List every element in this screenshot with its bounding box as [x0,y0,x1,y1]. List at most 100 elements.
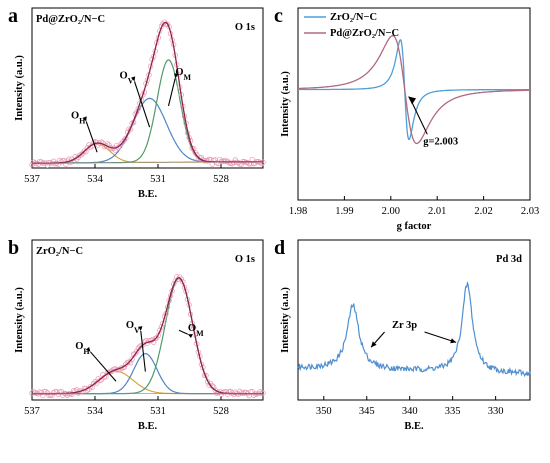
data-point [134,348,140,354]
data-point [121,137,128,143]
x-tick-label: 350 [316,406,332,417]
x-tick-label: 1.98 [289,206,307,217]
x-tick-label: 2.00 [382,206,400,217]
y-axis-label: Intensity (a.u.) [280,287,291,353]
arrow-head [174,73,179,79]
annotation-o-h: OH [71,110,86,125]
panel-letter: b [8,237,19,259]
baseline [32,161,263,164]
x-tick-label: 531 [150,406,166,417]
annotation-arrow [409,98,428,135]
x-tick-label: 534 [87,406,104,417]
data-point [241,389,248,395]
annotation-o-v: OV [120,70,134,85]
annotation-o-m: OM [188,323,204,338]
annotation-o-m-main: O [175,67,183,78]
x-tick-label: 345 [359,406,375,417]
y-axis-label: Intensity (a.u.) [14,55,25,121]
annotation-arrow [167,78,176,107]
annotation-o-m: OM [175,67,191,82]
x-axis-label: g factor [397,221,432,232]
plot-frame [297,7,531,201]
annotation-o-h: OH [75,341,90,356]
x-axis-label: B.E. [138,189,158,200]
arrow-head [82,116,87,122]
arrow-head [408,96,417,105]
annotation-o-v-sub: V [128,76,134,85]
annotation-arrow [140,330,146,372]
panel-letter: c [274,5,283,27]
data-point [134,109,140,115]
x-axis-label: B.E. [404,421,424,432]
data-point [244,159,251,166]
data-point [117,143,123,149]
data-point [50,389,57,396]
x-tick-label: 537 [24,174,40,185]
data-point [194,151,200,158]
x-axis-label: B.E. [138,421,158,432]
annotation-o-v-main: O [126,320,134,331]
x-tick-label: 2.03 [521,206,539,217]
series-line-1 [298,35,530,145]
annotation-o-m-main: O [188,323,196,334]
annotation-o-m-sub: M [184,73,192,82]
data-point [164,21,171,27]
annotation-g-value: g=2.003 [423,136,458,147]
annotation-arrow [85,121,98,153]
annotation-o-h-sub: H [79,116,86,125]
peak-o-m [32,277,263,395]
annotation-arrow [133,81,151,128]
series-line-0 [297,281,531,378]
x-tick-label: 2.01 [428,206,446,217]
annotation-arrow [89,351,117,382]
panel-letter: a [8,5,18,27]
y-axis-label: Intensity (a.u.) [280,71,291,137]
data-point [38,390,44,396]
annotation-o-v: OV [126,320,140,335]
sample-label: ZrO₂/N−C [36,246,83,257]
x-tick-label: 2.02 [474,206,492,217]
data-point [192,150,198,156]
data-point [257,159,263,166]
x-tick-label: 537 [24,406,40,417]
legend-label: Pd@ZrO₂/N−C [330,28,399,39]
x-tick-label: 340 [402,406,418,417]
data-point [129,356,135,362]
data-point [58,159,64,165]
sample-label: Pd@ZrO₂/N−C [36,14,105,25]
annotation-zr-3p: Zr 3p [392,320,417,331]
raw-data-points [29,274,266,399]
x-tick-label: 335 [445,406,461,417]
x-tick-label: 1.99 [335,206,353,217]
peak-o-v [32,352,263,395]
annotation-o-h-main: O [71,110,79,121]
series-line-0 [298,38,530,141]
arrow-head [131,76,136,82]
data-point [155,332,161,339]
panel-title: Pd 3d [496,254,522,265]
data-point [106,369,112,375]
arrow-head [187,334,193,338]
data-point [251,392,257,398]
panel-b: b 537 534 531 528 B.E. Intensity (a.u.) ZrO₂/N−… [8,237,266,432]
arrow-head [85,347,91,352]
annotation-o-h-sub: H [83,346,90,355]
panel-c: c 1.98 1.99 2.00 2.01 2.02 2.03 g factor Intensi… [274,5,539,232]
raw-data-points [29,19,266,169]
annotation-arrow [178,329,189,335]
x-tick-label: 330 [488,406,504,417]
annotation-arrow [424,331,457,343]
plot-frame [297,239,531,401]
fit-envelope [32,277,263,395]
plot-frame [31,239,264,401]
panel-title: O 1s [235,22,255,33]
y-axis-label: Intensity (a.u.) [14,287,25,353]
data-point [98,139,104,145]
x-tick-label: 528 [213,174,229,185]
data-point [178,276,185,282]
data-point [78,152,84,158]
peak-o-m [32,59,263,164]
arrow-head [138,326,143,331]
annotation-o-v-main: O [120,70,128,81]
